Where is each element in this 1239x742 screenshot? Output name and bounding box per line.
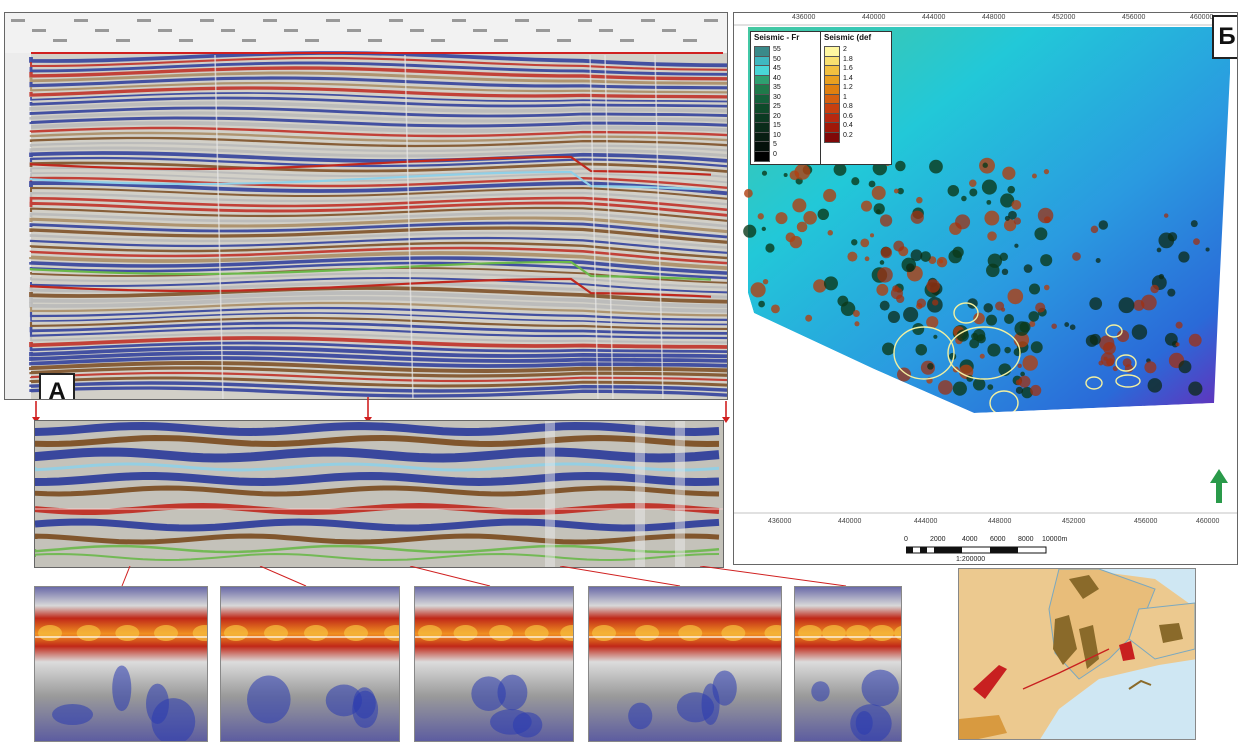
- seismic-crop-1: [34, 586, 208, 742]
- connector-arrows-bottom: [121, 566, 847, 587]
- map-top-tick-4: 448000: [982, 14, 1006, 21]
- legend-value: 1.6: [843, 65, 853, 72]
- crop-image-4: [589, 587, 781, 741]
- scale-label-6000: 6000: [990, 536, 1006, 543]
- connector-crop-4: [559, 566, 681, 587]
- seismic-zoom-image: [35, 421, 723, 567]
- scale-label-2000: 2000: [930, 536, 946, 543]
- legend-value: 35: [773, 84, 781, 91]
- legend-value: 2: [843, 46, 847, 53]
- scale-label-8000: 8000: [1018, 536, 1034, 543]
- seismic-section-panel: А: [4, 12, 728, 400]
- seismic-crop-4: [588, 586, 782, 742]
- legend-value: 50: [773, 55, 781, 63]
- scale-label-10000: 10000m: [1042, 536, 1068, 543]
- connector-crop-3: [409, 566, 491, 587]
- legend-value: 45: [773, 65, 781, 72]
- legend-value: 30: [773, 93, 781, 101]
- legend-value: 15: [773, 122, 781, 129]
- map-top-tick-5: 452000: [1052, 14, 1076, 21]
- location-inset-map: [958, 568, 1196, 740]
- scale-ratio: 1:200000: [956, 556, 986, 563]
- north-arrow-icon: [1210, 469, 1228, 503]
- map-top-tick-1: 436000: [792, 14, 816, 21]
- seismic-section-image: [5, 13, 727, 399]
- connector-crop-1: [121, 566, 131, 587]
- legend-swatch: [754, 150, 770, 162]
- legend-value: 1.2: [843, 84, 853, 91]
- legend-value: 1.4: [843, 74, 853, 82]
- legend-value: 20: [773, 112, 781, 120]
- scale-label-0: 0: [904, 536, 908, 543]
- legend-frequency-title: Seismic - Fr: [754, 33, 800, 42]
- map-top-tick-7: 460000: [1190, 14, 1214, 21]
- panel-label-b: Б: [1212, 15, 1237, 59]
- connector-crop-5: [699, 566, 847, 587]
- crop-image-1: [35, 587, 207, 741]
- legend-value: 0.6: [843, 112, 853, 120]
- legend-value: 0.2: [843, 131, 853, 139]
- legend-value: 55: [773, 46, 781, 53]
- legend-value: 0: [773, 150, 777, 158]
- legend-value: 25: [773, 103, 781, 110]
- crop-image-5: [795, 587, 901, 741]
- legend-swatch: [824, 131, 840, 143]
- legend-value: 10: [773, 131, 781, 139]
- map-top-tick-6: 456000: [1122, 14, 1146, 21]
- legend-value: 0.4: [843, 122, 853, 129]
- legend-decrement-title: Seismic (def: [824, 33, 872, 42]
- legend-decrement: Seismic (def 2 1.8 1.6 1.4 1.2 1 0.8 0.6 0.4 0.2: [820, 31, 892, 165]
- panel-label-a: А: [39, 373, 75, 399]
- legend-frequency: Seismic - Fr 55 50 45 40 35 30 25 20 15 10 5 0: [750, 31, 824, 165]
- arrow-right-icon: [722, 417, 730, 423]
- scale-bar: [906, 546, 1047, 554]
- legend-value: 1.8: [843, 55, 853, 63]
- map-top-tick-2: 440000: [862, 14, 886, 21]
- seismic-crop-3: [414, 586, 574, 742]
- seismic-crop-5: [794, 586, 902, 742]
- seismic-zoom-panel: [34, 420, 724, 568]
- map-bottom-tick-3: 444000: [914, 518, 938, 525]
- legend-value: 40: [773, 74, 781, 82]
- map-bottom-tick-7: 460000: [1196, 518, 1220, 525]
- map-bottom-tick-5: 452000: [1062, 518, 1086, 525]
- scale-label-4000: 4000: [962, 536, 978, 543]
- crop-image-2: [221, 587, 399, 741]
- location-map-image: [959, 569, 1195, 739]
- legend-value: 1: [843, 93, 847, 101]
- connector-arrows-top: [32, 397, 730, 423]
- map-bottom-tick-1: 436000: [768, 518, 792, 525]
- map-bottom-tick-6: 456000: [1134, 518, 1158, 525]
- connector-crop-2: [259, 566, 307, 587]
- crop-image-3: [415, 587, 573, 741]
- legend-value: 5: [773, 141, 777, 148]
- map-top-tick-3: 444000: [922, 14, 946, 21]
- legend-value: 0.8: [843, 103, 853, 110]
- map-bottom-tick-2: 440000: [838, 518, 862, 525]
- seismic-crop-2: [220, 586, 400, 742]
- map-bottom-tick-4: 448000: [988, 518, 1012, 525]
- attribute-map-panel: 436000 440000 444000 448000 452000 45600…: [733, 12, 1238, 565]
